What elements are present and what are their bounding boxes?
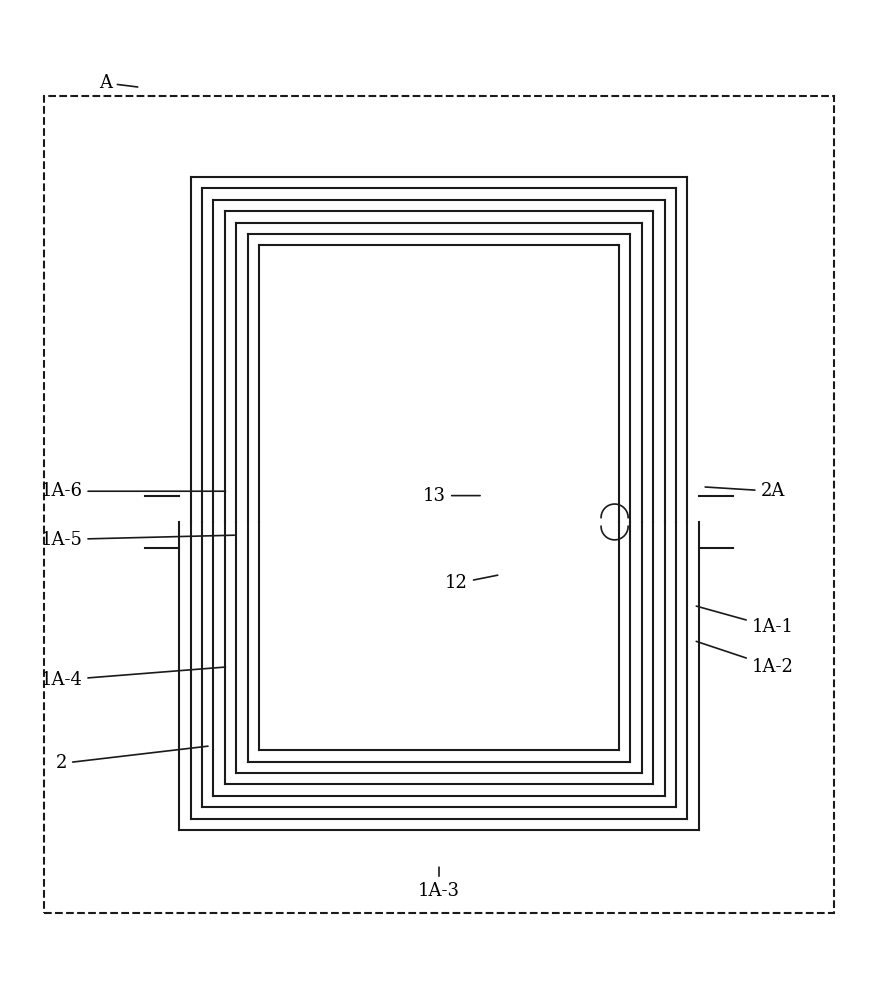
Text: 13: 13 bbox=[423, 487, 480, 505]
Text: 1A-6: 1A-6 bbox=[40, 482, 225, 500]
Text: 2: 2 bbox=[56, 746, 208, 772]
Text: 1A-5: 1A-5 bbox=[40, 531, 234, 549]
Text: A: A bbox=[99, 74, 138, 92]
Text: 2A: 2A bbox=[704, 482, 784, 500]
Text: 1A-2: 1A-2 bbox=[695, 641, 793, 676]
Text: 1A-4: 1A-4 bbox=[40, 667, 225, 689]
Text: 1A-3: 1A-3 bbox=[417, 867, 460, 900]
Text: 12: 12 bbox=[445, 574, 497, 592]
Text: 1A-1: 1A-1 bbox=[695, 606, 793, 636]
